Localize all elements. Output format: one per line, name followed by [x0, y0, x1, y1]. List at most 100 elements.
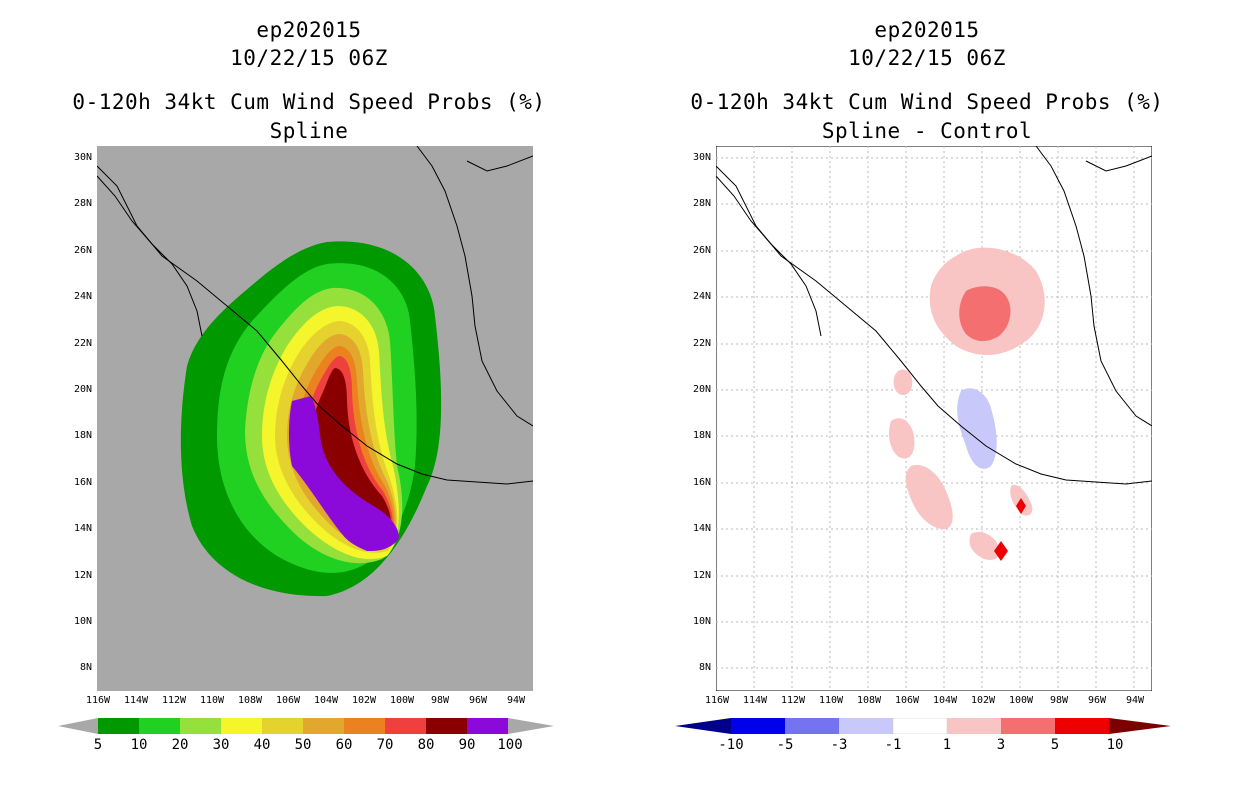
lat-label: 28N: [692, 198, 711, 209]
colorbar-swatch: [731, 718, 785, 734]
product-title: 0-120h 34kt Cum Wind Speed Probs (%): [690, 90, 1164, 114]
lon-label: 96W: [1087, 695, 1107, 706]
baja-coastline: [97, 175, 203, 337]
colorbar-label: 5: [1050, 737, 1060, 753]
negative-1-3-region: [957, 388, 997, 469]
texas-coastline: [466, 155, 533, 172]
colorbar-swatch: [221, 718, 262, 734]
colorbar-label: 10: [130, 737, 148, 753]
contour-90: [288, 396, 399, 551]
lat-label: 24N: [692, 291, 711, 302]
lon-label: 100W: [389, 695, 415, 706]
lon-label: 102W: [970, 695, 996, 706]
lon-label: 104W: [313, 695, 339, 706]
positive-5-10-region: [994, 541, 1008, 561]
lat-label: 14N: [73, 523, 92, 534]
positive-3-5-region: [959, 286, 1011, 342]
colorbar-label: 10: [1106, 737, 1124, 753]
colorbar-swatch: [303, 718, 344, 734]
date-time: 10/22/15 06Z: [230, 46, 388, 70]
gulf-coastline: [1035, 146, 1152, 427]
lon-label: 102W: [351, 695, 377, 706]
colorbar-swatch: [426, 718, 467, 734]
lat-label: 22N: [73, 338, 92, 349]
lon-label: 114W: [123, 695, 149, 706]
lat-label: 10N: [692, 616, 711, 627]
lat-label: 20N: [692, 384, 711, 395]
colorbar-swatch: [467, 718, 508, 734]
lat-label: 10N: [73, 616, 92, 627]
colorbar-swatch: [344, 718, 385, 734]
colorbar-label: 5: [93, 737, 103, 753]
colorbar-swatch: [1001, 718, 1055, 734]
colorbar-low-arrow: [58, 718, 98, 734]
coastline: [716, 165, 1152, 485]
lon-label: 116W: [85, 695, 111, 706]
positive-1-3-region: [893, 369, 913, 396]
lat-label: 20N: [73, 384, 92, 395]
colorbar-swatch: [385, 718, 426, 734]
colorbar-swatch: [839, 718, 893, 734]
panel-difference: ep202015 10/22/15 06Z 0-120h 34kt Cum Wi…: [618, 0, 1236, 800]
lon-label: 114W: [742, 695, 768, 706]
texas-coastline: [1085, 155, 1152, 172]
colorbar-spline: [58, 718, 554, 734]
baja-coastline: [716, 175, 822, 337]
colorbar-label: -5: [776, 737, 794, 753]
colorbar-label: 90: [458, 737, 476, 753]
date-time: 10/22/15 06Z: [848, 46, 1006, 70]
colorbar-label: 20: [171, 737, 189, 753]
product-title: 0-120h 34kt Cum Wind Speed Probs (%): [72, 90, 546, 114]
storm-id: ep202015: [256, 18, 362, 42]
positive-1-3-region: [889, 418, 915, 459]
colorbar-label: 70: [376, 737, 394, 753]
lon-label: 106W: [275, 695, 301, 706]
gulf-coastline: [416, 146, 533, 427]
panel-subtitle: Spline - Control: [821, 119, 1033, 143]
lon-label: 94W: [1125, 695, 1145, 706]
colorbar-label: 30: [212, 737, 230, 753]
lat-label: 30N: [692, 152, 711, 163]
lat-label: 18N: [73, 430, 92, 441]
lat-label: 16N: [73, 477, 92, 488]
lat-label: 8N: [79, 662, 92, 673]
lat-label: 12N: [73, 570, 92, 581]
lon-label: 108W: [237, 695, 263, 706]
colorbar-swatch: [262, 718, 303, 734]
lat-label: 22N: [692, 338, 711, 349]
lon-label: 96W: [468, 695, 488, 706]
colorbar-high-arrow: [508, 718, 554, 734]
positive-5-10-region: [1016, 498, 1026, 514]
colorbar-label: 60: [335, 737, 353, 753]
colorbar-low-arrow: [675, 718, 731, 734]
storm-id: ep202015: [874, 18, 980, 42]
colorbar-label: -1: [884, 737, 902, 753]
positive-1-3-region: [969, 531, 1000, 560]
colorbar-label: 100: [497, 737, 523, 753]
panel-spline: ep202015 10/22/15 06Z 0-120h 34kt Cum Wi…: [58, 18, 554, 753]
lon-label: 112W: [161, 695, 187, 706]
colorbar-swatch: [180, 718, 221, 734]
lat-label: 16N: [692, 477, 711, 488]
lat-label: 18N: [692, 430, 711, 441]
lon-label: 98W: [430, 695, 450, 706]
lon-label: 94W: [506, 695, 526, 706]
colorbar-label: 40: [253, 737, 271, 753]
colorbar-label: 50: [294, 737, 312, 753]
lat-label: 26N: [73, 245, 92, 256]
lat-label: 24N: [73, 291, 92, 302]
lat-label: 26N: [692, 245, 711, 256]
colorbar-swatch: [785, 718, 839, 734]
lon-label: 112W: [780, 695, 806, 706]
panel-subtitle: Spline: [269, 119, 349, 143]
lon-label: 104W: [932, 695, 958, 706]
lon-label: 110W: [199, 695, 225, 706]
probability-map: [97, 146, 533, 691]
colorbar-swatch: [1055, 718, 1109, 734]
colorbar-label: 80: [417, 737, 435, 753]
lat-label: 30N: [73, 152, 92, 163]
colorbar-high-arrow: [1109, 718, 1171, 734]
lon-label: 116W: [704, 695, 730, 706]
positive-1-3-region: [905, 465, 953, 530]
lat-label: 12N: [692, 570, 711, 581]
